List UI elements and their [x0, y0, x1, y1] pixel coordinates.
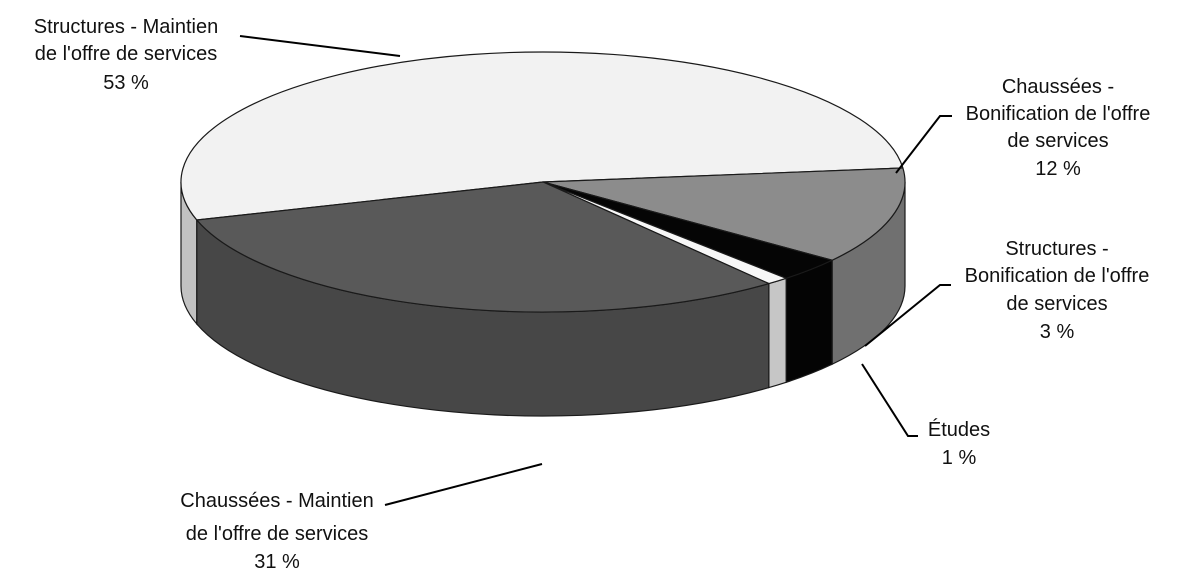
- slice-label-line: Bonification de l'offre: [966, 103, 1151, 125]
- slice-label-line: de l'offre de services: [35, 43, 217, 65]
- leader-line-chaussees-bonification-de-l-offre-de-services: [895, 115, 952, 174]
- slice-value-label: 1 %: [942, 447, 977, 469]
- slice-label-structures-bonification: Structures - Bonification de l'offre de …: [965, 238, 1150, 343]
- slice-label-chaussees-bonification: Chaussées - Bonification de l'offre de s…: [966, 76, 1151, 180]
- pie-tops: [180, 51, 906, 313]
- slice-label-line: de l'offre de services: [186, 523, 368, 545]
- slice-value-label: 53 %: [103, 72, 149, 94]
- slice-value-label: 12 %: [1035, 158, 1081, 180]
- pie-sides: [180, 181, 906, 417]
- slice-value-label: 31 %: [254, 551, 300, 571]
- slice-label-structures-maintien: Structures - Maintien de l'offre de serv…: [34, 16, 219, 94]
- slice-label-line: Structures -: [1005, 238, 1108, 260]
- pie-slice-chaussees-bonification-de-l-offre-de-services: [542, 167, 906, 261]
- slice-label-line: Structures - Maintien: [34, 16, 219, 38]
- slice-label-line: de services: [1006, 293, 1107, 315]
- leader-line-structures-bonification-de-l-offre-de-services: [864, 284, 951, 347]
- slice-label-line: de services: [1007, 130, 1108, 152]
- slice-label-line: Études: [928, 418, 990, 441]
- leader-line-etudes: [861, 363, 918, 437]
- slice-label-line: Chaussées - Maintien: [180, 490, 373, 512]
- slice-label-line: Bonification de l'offre: [965, 265, 1150, 287]
- pie-slice-structures-maintien-de-l-offre-de-services: [180, 51, 904, 221]
- slice-value-label: 3 %: [1040, 321, 1075, 343]
- leader-line-structures-maintien-de-l-offre-de-services: [239, 35, 401, 57]
- slice-label-etudes: Études 1 %: [928, 418, 990, 469]
- leader-lines: [239, 35, 952, 506]
- pie-side-etudes: [768, 277, 787, 389]
- leader-line-chaussees-maintien-de-l-offre-de-services: [384, 463, 543, 506]
- pie-side-structures-bonification-de-l-offre-de-services: [785, 259, 833, 384]
- slice-label-line: Chaussées -: [1002, 76, 1114, 98]
- slice-label-chaussees-maintien: Chaussées - Maintien de l'offre de servi…: [180, 490, 373, 571]
- pie-slice-chaussees-maintien-de-l-offre-de-services: [196, 181, 770, 313]
